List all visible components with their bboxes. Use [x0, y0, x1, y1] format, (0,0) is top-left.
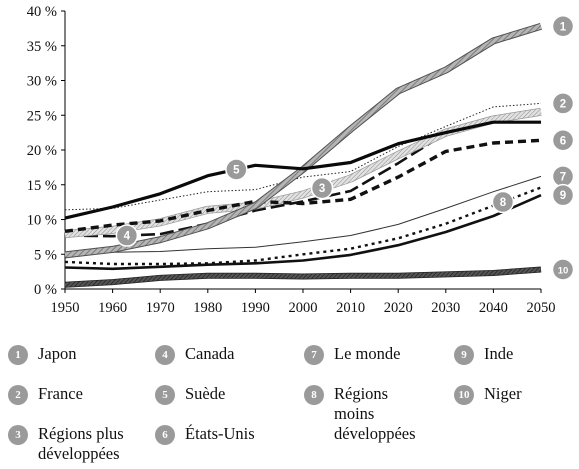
- x-tick-label: 1950: [51, 300, 80, 316]
- x-tick-label: 2000: [289, 300, 318, 316]
- series-line-8: [64, 186, 542, 266]
- series-badge-label-5: 5: [233, 164, 240, 176]
- x-tick-label: 2010: [336, 300, 365, 316]
- series-line-5: [64, 120, 541, 220]
- y-tick-label: 20 %: [27, 143, 57, 159]
- series-line-4: [64, 111, 542, 238]
- series-badge-label-3: 3: [319, 183, 325, 195]
- series-badge-label-8: 8: [500, 197, 507, 209]
- y-tick-label: 30 %: [27, 74, 57, 90]
- y-tick-label: 0 %: [34, 282, 57, 298]
- series-badge-1: [551, 15, 575, 38]
- y-tick-label: 15 %: [27, 178, 57, 194]
- series-line-9: [64, 194, 542, 271]
- x-tick-label: 1970: [146, 300, 175, 316]
- x-tick-label: 2020: [384, 300, 413, 316]
- series-badge-5: [225, 158, 248, 181]
- series-badge-8: [491, 190, 515, 214]
- series-line-6: [64, 138, 542, 233]
- x-tick-label: 1980: [193, 300, 222, 316]
- series-badge-label-1: 1: [560, 21, 567, 33]
- series-badge-label-10: 10: [558, 266, 569, 277]
- series-badge-4: [115, 224, 139, 247]
- series-badge-label-7: 7: [560, 171, 566, 183]
- series-badge-6: [551, 129, 575, 152]
- series-badge-label-9: 9: [560, 190, 566, 202]
- series-badge-label-2: 2: [560, 98, 566, 110]
- series-line-1: [64, 22, 543, 259]
- x-tick-label: 1990: [241, 300, 270, 316]
- series-line-1-fill: [64, 23, 542, 258]
- series-badge-label-4: 4: [124, 231, 131, 243]
- series-line-7: [64, 175, 542, 254]
- series-line-10-fill: [64, 267, 542, 288]
- series-badge-label-6: 6: [560, 135, 566, 147]
- x-tick-label: 2030: [431, 300, 460, 316]
- y-tick-label: 35 %: [27, 39, 57, 55]
- series-badge-10: [551, 258, 575, 281]
- y-tick-label: 40 %: [27, 4, 57, 20]
- x-tick-label: 2040: [479, 300, 508, 316]
- series-badge-3: [310, 176, 334, 200]
- x-tick-label: 2050: [527, 300, 556, 316]
- y-tick-label: 10 %: [27, 213, 57, 229]
- y-tick-label: 25 %: [27, 108, 57, 124]
- x-tick-label: 1960: [98, 300, 127, 316]
- y-tick-label: 5 %: [34, 247, 57, 263]
- series-badge-2: [551, 92, 575, 115]
- series-badge-9: [551, 183, 575, 207]
